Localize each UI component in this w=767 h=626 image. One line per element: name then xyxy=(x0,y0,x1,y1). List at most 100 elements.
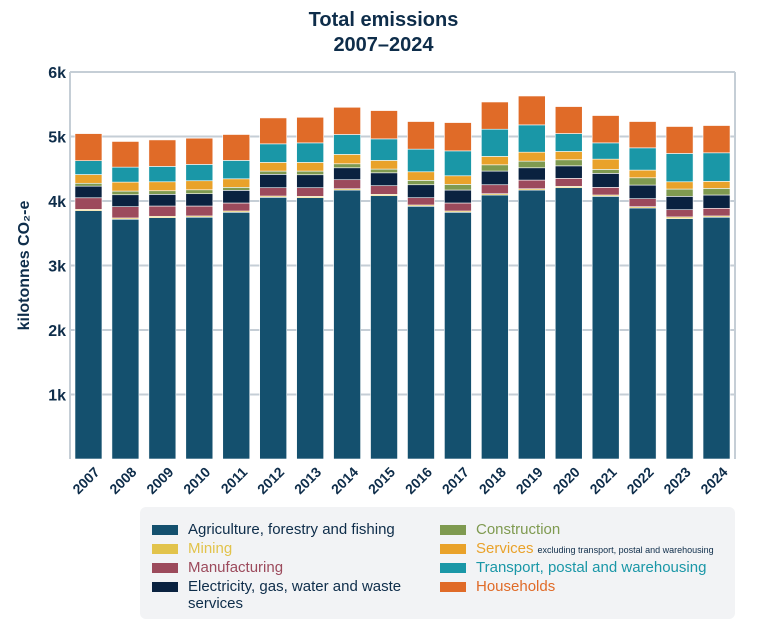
bar-segment xyxy=(554,151,583,161)
x-tick-label: 2022 xyxy=(623,464,656,497)
x-tick-label: 2019 xyxy=(513,464,546,497)
bar-segment xyxy=(222,190,251,204)
bar-segment xyxy=(591,173,620,188)
bar-segment xyxy=(407,121,435,150)
bar-segment xyxy=(407,180,435,186)
x-tick-label: 2021 xyxy=(586,464,619,497)
bar-segment xyxy=(518,167,546,181)
bar-segment xyxy=(259,174,287,189)
legend-item: Agriculture, forestry and fishing xyxy=(152,521,395,538)
bar-segment xyxy=(481,128,509,157)
legend-label: Services excluding transport, postal and … xyxy=(476,540,714,557)
bar-segment xyxy=(628,147,657,171)
bar-segment xyxy=(370,185,398,195)
bar-segment xyxy=(333,189,361,460)
bar-segment xyxy=(628,207,657,460)
bar-segment xyxy=(444,150,472,177)
bar-segment xyxy=(444,189,472,204)
bar-segment xyxy=(296,162,324,172)
legend-swatch xyxy=(152,582,178,592)
bar-segment xyxy=(148,194,177,207)
stacked-bar-chart: 1k 2k 3k 4k 5k 6k kilotonnes CO₂-e 2007 2008 2009… xyxy=(16,65,736,497)
x-tick-label: 2015 xyxy=(365,464,398,497)
bar-segment xyxy=(591,196,620,460)
bar-segment xyxy=(74,210,103,460)
bar-segment xyxy=(628,121,657,149)
bar-segment xyxy=(74,197,103,210)
bar-segment xyxy=(222,202,251,212)
bar-segment xyxy=(665,196,694,211)
bar-segment xyxy=(481,101,509,130)
bar-segment xyxy=(370,160,398,170)
x-tick-label: 2009 xyxy=(143,464,176,497)
bar-segment xyxy=(259,143,287,163)
legend-swatch xyxy=(440,582,466,592)
bar-segment xyxy=(481,170,509,186)
bar-segment xyxy=(702,181,731,189)
bar-segment xyxy=(259,162,287,172)
bar-segment xyxy=(185,205,214,217)
x-tick-label: 2007 xyxy=(69,464,102,497)
x-tick-label: 2014 xyxy=(328,464,361,497)
legend-label: Electricity, gas, water and waste servic… xyxy=(188,578,402,612)
bar-segment xyxy=(259,117,287,145)
bar-segment xyxy=(333,179,361,190)
bar-segment xyxy=(444,211,472,460)
bar-segment xyxy=(628,198,657,207)
x-tick-label: 2011 xyxy=(218,464,251,497)
bar-segment xyxy=(628,177,657,186)
bar-segment xyxy=(333,167,361,181)
legend-item: Construction xyxy=(440,521,560,538)
bar-segment xyxy=(554,159,583,167)
bar-segment xyxy=(591,142,620,160)
y-tick-label: 6k xyxy=(48,65,66,82)
bar-segment xyxy=(296,116,324,144)
bar-segment xyxy=(481,164,509,172)
x-tick-label: 2024 xyxy=(697,464,730,497)
bar-segment xyxy=(259,187,287,197)
chart-title: Total emissions 2007–2024 xyxy=(0,8,767,58)
legend-label: Manufacturing xyxy=(188,559,284,576)
x-tick-label: 2013 xyxy=(291,464,324,497)
bar-segment xyxy=(222,211,251,460)
bar-segment xyxy=(702,188,731,196)
bar-segment xyxy=(296,197,324,460)
bar-segment xyxy=(74,185,103,199)
legend-item: Transport, postal and warehousing xyxy=(440,559,706,576)
bar-segment xyxy=(333,134,361,155)
bar-segment xyxy=(222,134,251,161)
bar-segment xyxy=(370,138,398,161)
title-line: Total emissions xyxy=(308,9,459,31)
bar-segment xyxy=(185,137,214,165)
bar-segment xyxy=(665,126,694,154)
x-tick-label: 2016 xyxy=(402,464,435,497)
bar-segment xyxy=(628,169,657,179)
bar-segment xyxy=(148,139,177,167)
x-tick-label: 2008 xyxy=(106,464,139,497)
bar-segment xyxy=(702,152,731,182)
bar-segment xyxy=(554,133,583,152)
legend-item: Mining xyxy=(152,540,232,557)
bar-segment xyxy=(518,95,546,126)
bar-segment xyxy=(444,175,472,185)
bar-segment xyxy=(74,160,103,175)
x-tick-label: 2023 xyxy=(660,464,693,497)
y-axis-label: kilotonnes CO₂-e xyxy=(16,201,33,331)
bar-segment xyxy=(148,181,177,192)
bar-segment xyxy=(296,170,324,176)
bar-segment xyxy=(665,218,694,460)
bar-segment xyxy=(111,206,140,219)
legend-item: Services excluding transport, postal and … xyxy=(440,540,714,559)
legend: Agriculture, forestry and fishing Mining M… xyxy=(140,507,735,619)
bar-segment xyxy=(111,190,140,196)
bar-segment xyxy=(111,141,140,168)
bar-segment xyxy=(518,160,546,169)
bar-segment xyxy=(591,158,620,170)
legend-swatch xyxy=(152,563,178,573)
legend-label: Construction xyxy=(476,521,561,538)
bar-segment xyxy=(111,181,140,192)
bar-segment xyxy=(185,180,214,191)
bar-segment xyxy=(554,106,583,134)
bar-segment xyxy=(554,165,583,179)
bar-segment xyxy=(554,187,583,460)
